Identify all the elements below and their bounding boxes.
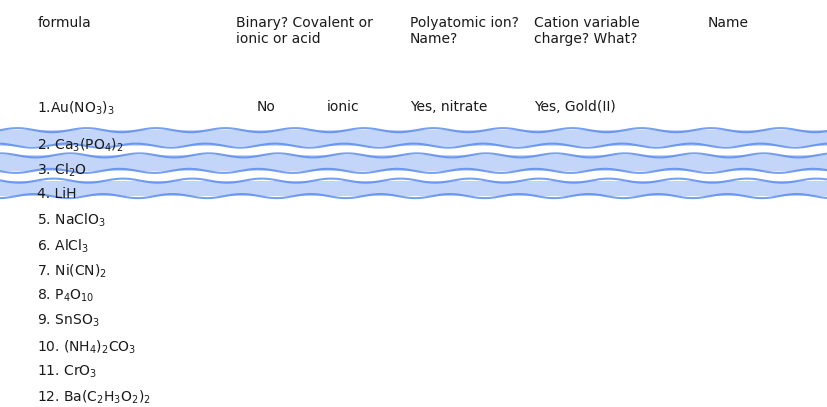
Text: ionic: ionic <box>327 100 359 114</box>
Text: 8. P$_4$O$_{10}$: 8. P$_4$O$_{10}$ <box>37 288 94 304</box>
Text: 11. CrO$_3$: 11. CrO$_3$ <box>37 363 98 380</box>
Text: 10. (NH$_4$)$_2$CO$_3$: 10. (NH$_4$)$_2$CO$_3$ <box>37 338 136 356</box>
Text: 12. Ba(C$_2$H$_3$O$_2$)$_2$: 12. Ba(C$_2$H$_3$O$_2$)$_2$ <box>37 389 151 406</box>
Text: Yes, Gold(II): Yes, Gold(II) <box>533 100 615 114</box>
Text: Cation variable
charge? What?: Cation variable charge? What? <box>533 16 639 46</box>
Text: 9. SnSO$_3$: 9. SnSO$_3$ <box>37 313 99 329</box>
Bar <box>0 155 827 171</box>
Text: 1.Au(NO$_3$)$_3$: 1.Au(NO$_3$)$_3$ <box>37 100 115 117</box>
Bar <box>0 181 827 196</box>
Text: No: No <box>256 100 275 114</box>
Text: 4. LiH: 4. LiH <box>37 187 77 201</box>
Text: 2. Ca$_3$(PO$_4$)$_2$: 2. Ca$_3$(PO$_4$)$_2$ <box>37 136 124 154</box>
Bar <box>0 130 827 146</box>
Text: 6. AlCl$_3$: 6. AlCl$_3$ <box>37 237 89 255</box>
Text: Polyatomic ion?
Name?: Polyatomic ion? Name? <box>409 16 518 46</box>
Text: Yes, nitrate: Yes, nitrate <box>409 100 486 114</box>
Text: Name: Name <box>707 16 748 30</box>
Text: formula: formula <box>37 16 91 30</box>
Text: Binary? Covalent or
ionic or acid: Binary? Covalent or ionic or acid <box>236 16 372 46</box>
Text: 3. Cl$_2$O: 3. Cl$_2$O <box>37 162 87 179</box>
Text: 7. Ni(CN)$_2$: 7. Ni(CN)$_2$ <box>37 263 108 280</box>
Text: 5. NaClO$_3$: 5. NaClO$_3$ <box>37 212 106 230</box>
